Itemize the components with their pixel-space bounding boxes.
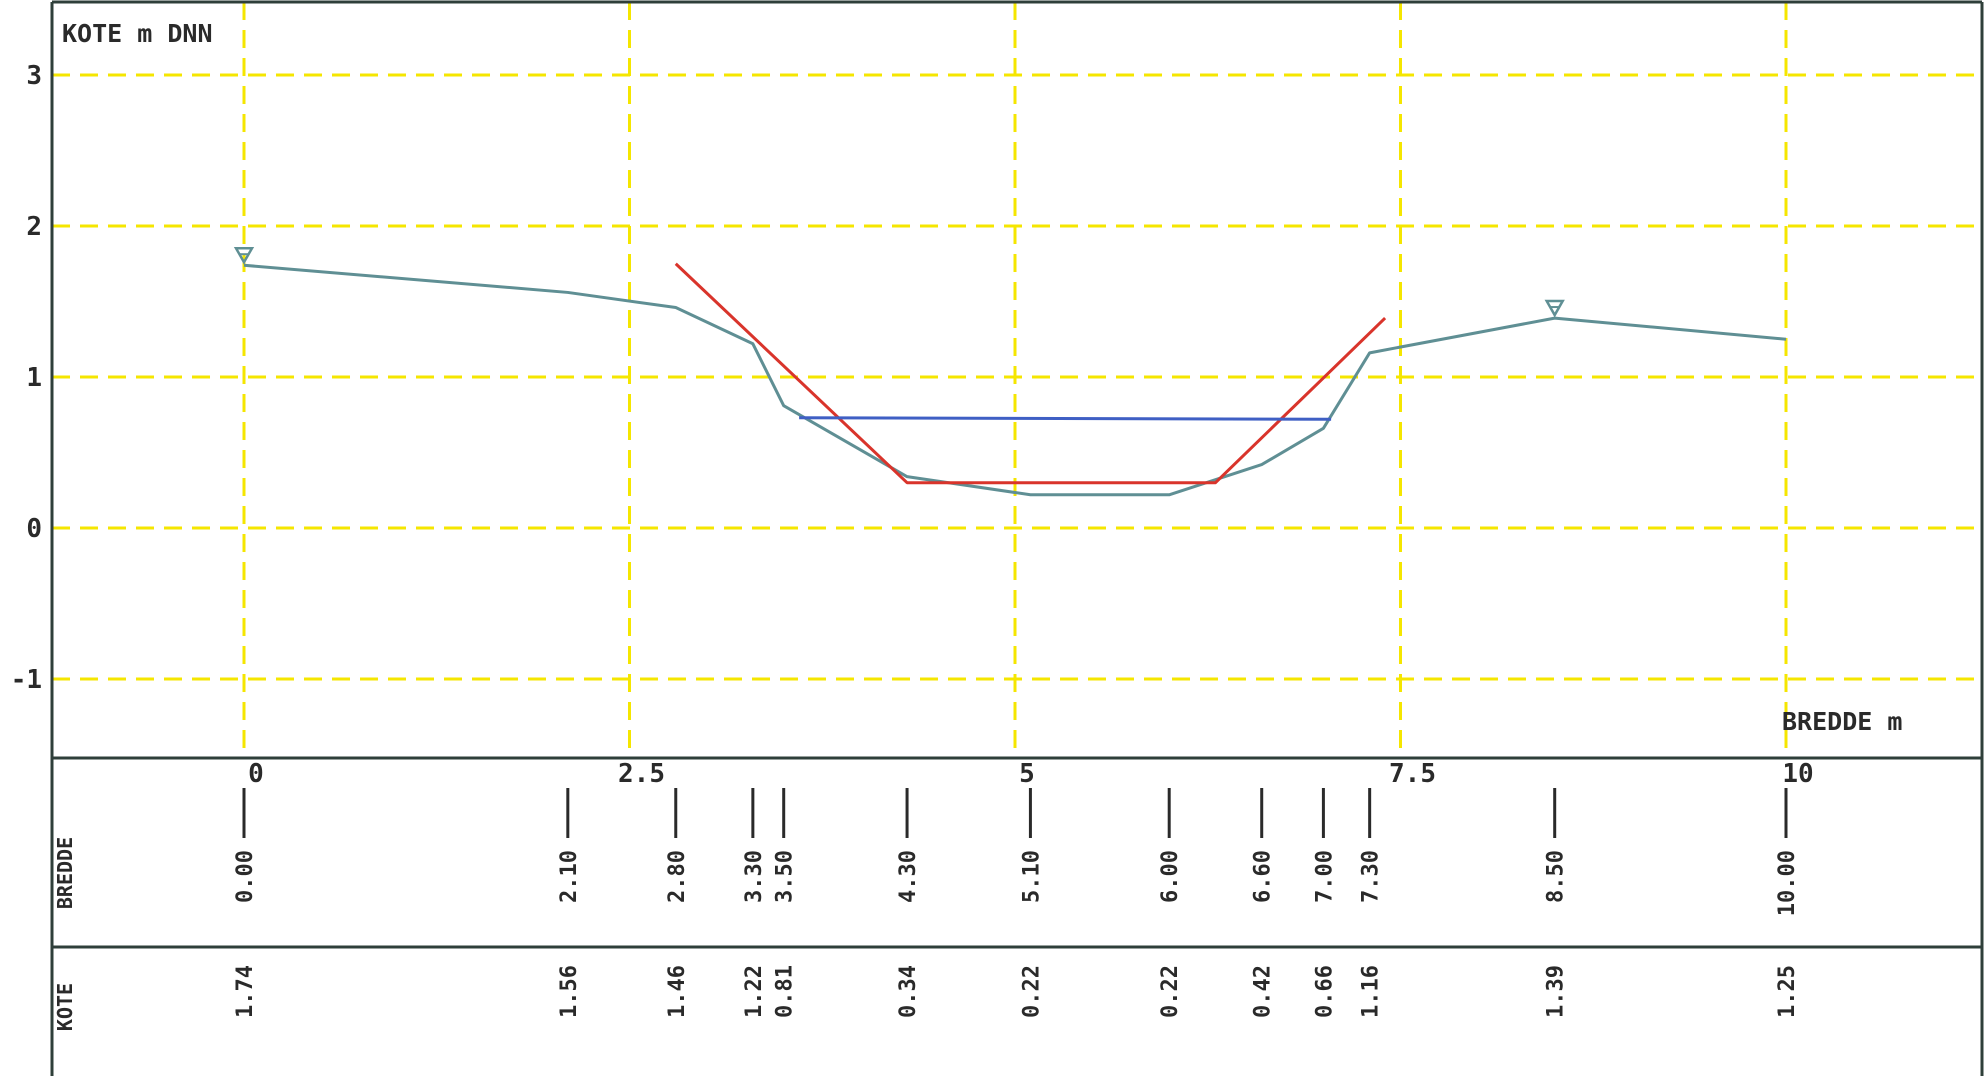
x-tick-label: 2.5 [618, 759, 665, 789]
kote-value-label: 0.22 [1019, 965, 1044, 1018]
x-tick-label: 7.5 [1389, 759, 1436, 789]
x-tick-label: 0 [248, 759, 264, 789]
kote-value-label: 1.46 [665, 965, 690, 1018]
series-line [243, 263, 1787, 497]
water-level-marker-icon [1544, 299, 1565, 318]
x-tick-labels: 0 2.5 5 7.5 10 [248, 759, 1813, 789]
bredde-value-label: 8.50 [1544, 850, 1569, 903]
kote-value-label: 0.81 [773, 965, 798, 1018]
series-line [674, 262, 1387, 485]
bredde-value-label: 4.30 [896, 850, 921, 903]
table-row-name-bredde: BREDDE [53, 837, 77, 909]
y-tick-label: 3 [26, 61, 42, 91]
y-tick-label: 0 [26, 514, 42, 544]
y-axis-label: KOTE m DNN [62, 19, 213, 48]
bredde-value-label: 7.30 [1359, 850, 1384, 903]
kote-value-label: 0.34 [896, 965, 921, 1018]
water-level-markers [233, 246, 1565, 318]
data-table: BREDDE KOTE 0.00 1.74 2.10 1.56 2.80 1.46 3.30 1.… [53, 788, 1800, 1031]
kote-value-label: 0.66 [1312, 965, 1337, 1018]
bredde-value-label: 6.00 [1158, 850, 1183, 903]
kote-value-label: 1.39 [1544, 965, 1569, 1018]
water-level-marker-icon [233, 246, 255, 265]
bredde-value-label: 2.10 [557, 850, 582, 903]
kote-value-label: 1.56 [557, 965, 582, 1018]
y-tick-label: 2 [26, 212, 42, 242]
bredde-value-label: 3.50 [773, 850, 798, 903]
bredde-value-label: 7.00 [1312, 850, 1337, 903]
x-axis-label: BREDDE m [1782, 707, 1902, 736]
grid-lines [52, 2, 1982, 758]
triangle-down-icon [233, 246, 255, 265]
kote-value-label: 1.16 [1359, 965, 1384, 1018]
kote-value-label: 1.25 [1775, 965, 1800, 1018]
table-row-name-kote: KOTE [53, 983, 77, 1031]
y-tick-label: 1 [26, 363, 42, 393]
y-tick-labels: -1 0 1 2 3 [11, 61, 42, 695]
bredde-value-label: 6.60 [1251, 850, 1276, 903]
y-tick-label: -1 [11, 665, 42, 695]
kote-value-label: 1.22 [742, 965, 767, 1018]
kote-value-label: 0.22 [1158, 965, 1183, 1018]
bredde-value-label: 2.80 [665, 850, 690, 903]
bredde-value-label: 3.30 [742, 850, 767, 903]
bredde-value-label: 5.10 [1019, 850, 1044, 903]
chart-frame [50, 0, 1984, 1076]
x-tick-label: 10 [1782, 759, 1813, 789]
series-line [799, 416, 1332, 421]
kote-value-label: 0.42 [1251, 965, 1276, 1018]
x-tick-label: 5 [1019, 759, 1035, 789]
kote-value-label: 1.74 [233, 965, 258, 1018]
bredde-value-label: 10.00 [1775, 850, 1800, 916]
series-lines [243, 262, 1787, 497]
bredde-value-label: 0.00 [233, 850, 258, 903]
